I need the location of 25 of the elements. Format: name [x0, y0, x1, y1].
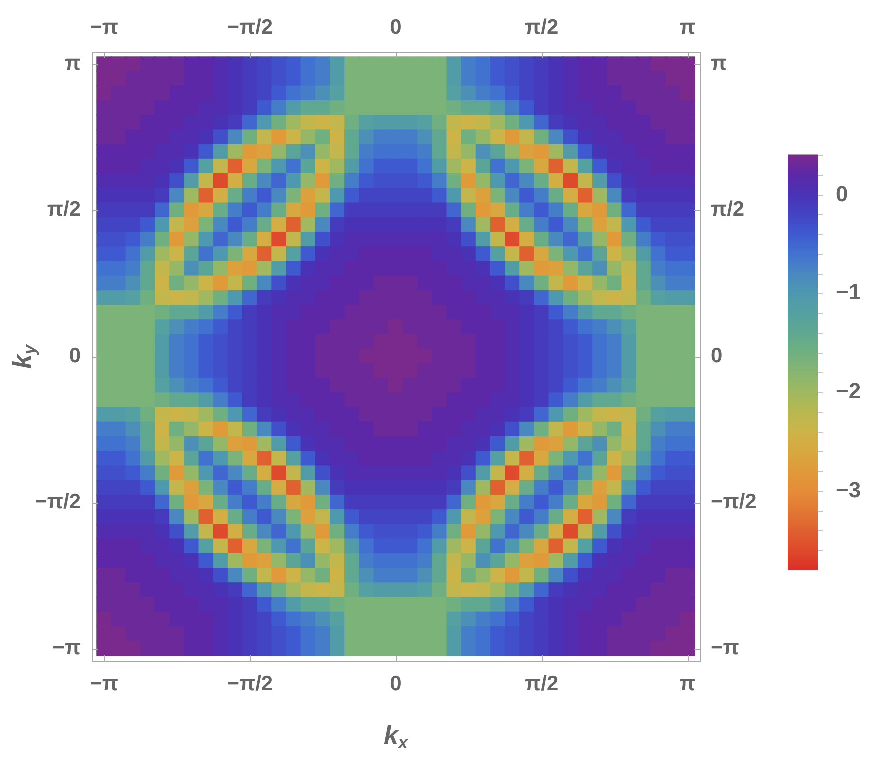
category-label: −π	[90, 16, 118, 40]
color-bar-label: 0	[836, 182, 848, 207]
x-tick-label: −π/2	[227, 672, 274, 696]
category-label: 0	[390, 16, 402, 40]
color-bar-label: −2	[836, 378, 862, 404]
y-tick-label: π	[711, 52, 728, 76]
y-tick-label: −π	[711, 636, 740, 660]
y-tick-label: −π/2	[711, 490, 757, 514]
x-tick-label: π	[680, 672, 696, 696]
color-bar-label: −3	[836, 478, 862, 503]
x-tick-label: −π	[90, 672, 118, 696]
y-tick-label: 0	[711, 344, 723, 368]
category-label: −π/2	[227, 16, 274, 40]
x-tick-label: 0	[390, 672, 402, 696]
x-axis-title: k$_{x}$	[384, 720, 408, 752]
y-tick-label: π/2	[711, 198, 745, 222]
category-label: π	[680, 16, 696, 40]
color-bar-label: −1	[836, 280, 862, 305]
y2-tick-label: −π/2	[35, 490, 81, 514]
x-tick-label: π/2	[525, 672, 559, 696]
category-label: π/2	[525, 16, 559, 40]
y2-tick-label: 0	[69, 344, 81, 368]
y2-tick-label: π	[64, 52, 81, 76]
y2-tick-label: π/2	[47, 198, 81, 222]
y2-tick-label: −π	[52, 636, 81, 660]
